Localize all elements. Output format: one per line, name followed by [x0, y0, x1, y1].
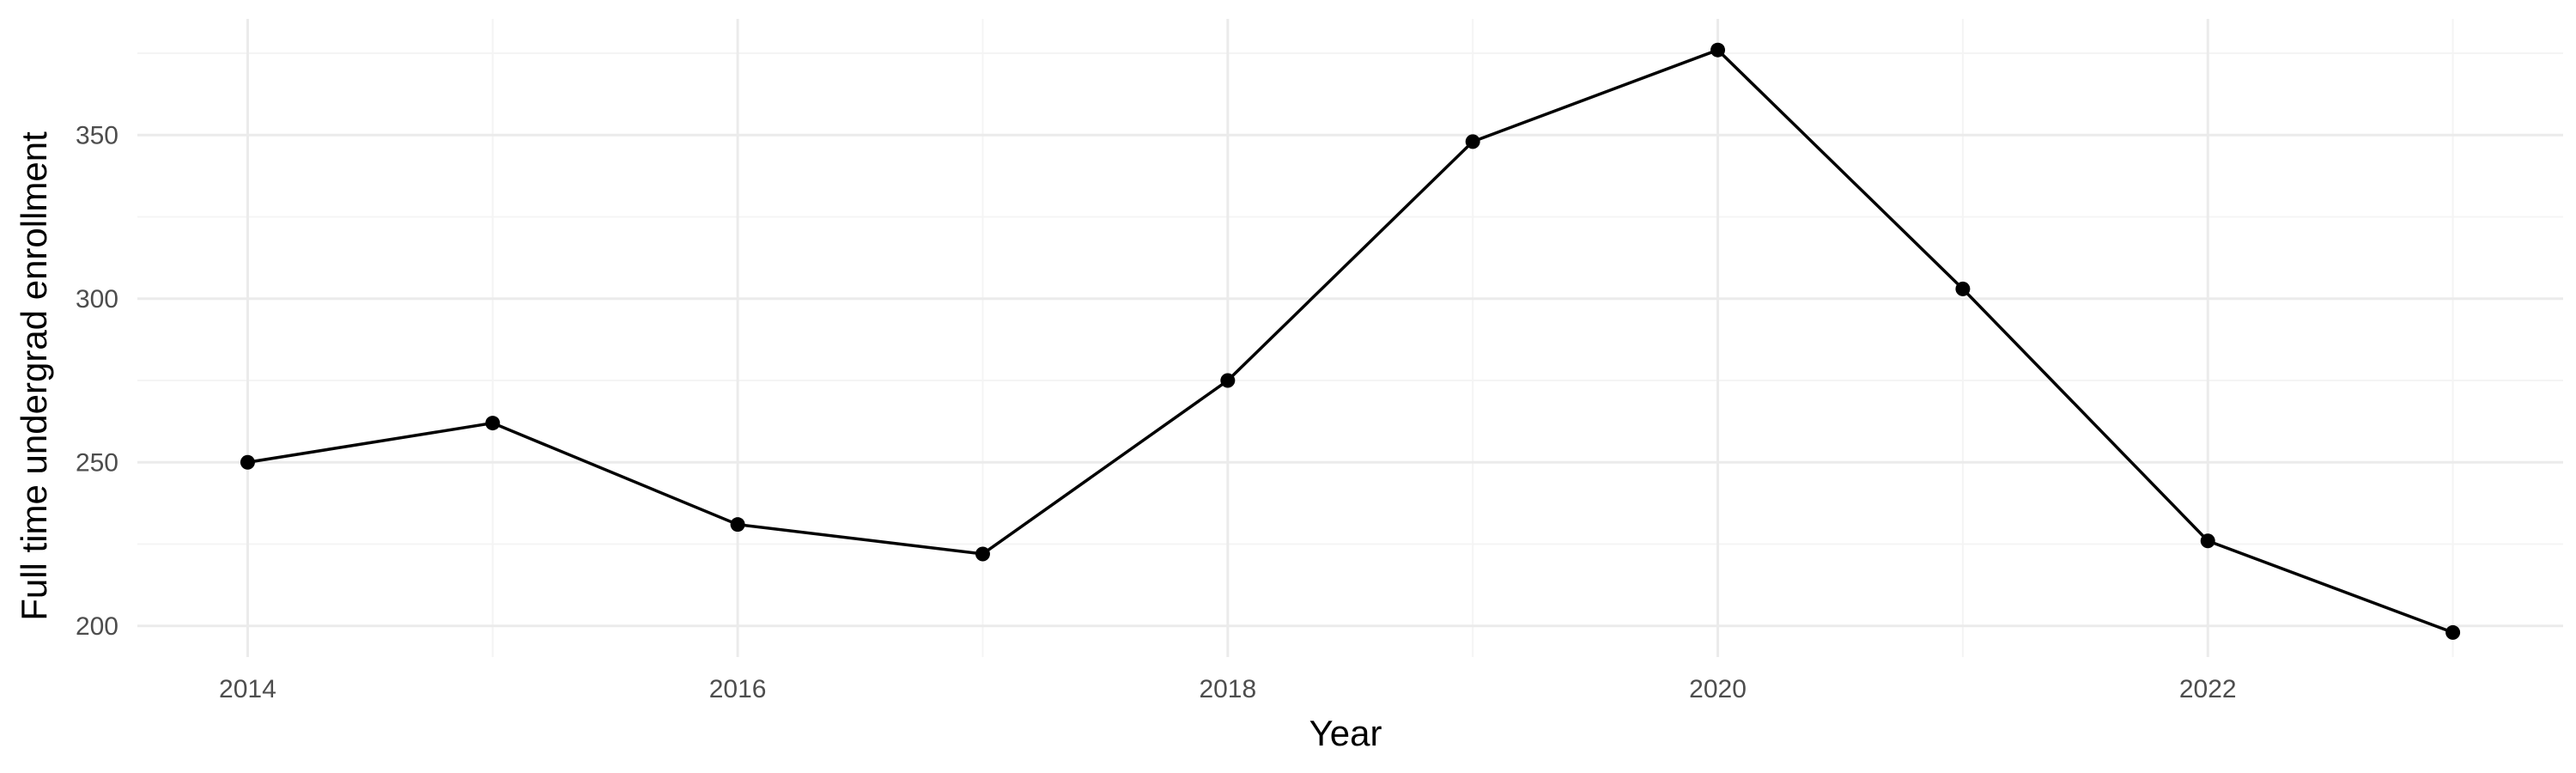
series-line [247, 48, 2454, 635]
y-tick-label: 250 [76, 448, 118, 477]
data-point [730, 517, 745, 533]
data-point [240, 454, 255, 470]
x-tick-label: 2022 [2179, 675, 2237, 703]
grid [137, 19, 2563, 657]
tick-labels: 200 250 300 350 2014 2016 2018 2020 2022 [76, 121, 2237, 703]
data-point [975, 546, 990, 562]
y-axis-title: Full time undergrad enrollment [14, 131, 54, 621]
x-axis-title: Year [1309, 713, 1382, 753]
y-tick-label: 300 [76, 285, 118, 313]
data-point [1955, 281, 1971, 296]
data-point [2445, 624, 2461, 640]
data-point [1220, 373, 1236, 388]
x-tick-label: 2018 [1199, 675, 1256, 703]
x-tick-label: 2014 [219, 675, 276, 703]
data-point [1465, 134, 1480, 149]
y-tick-label: 350 [76, 121, 118, 149]
data-point [1710, 42, 1726, 58]
x-tick-label: 2020 [1689, 675, 1747, 703]
data-point [2200, 533, 2215, 549]
x-tick-label: 2016 [709, 675, 767, 703]
data-point [485, 416, 501, 431]
y-tick-label: 200 [76, 612, 118, 641]
series-layer [240, 42, 2461, 640]
